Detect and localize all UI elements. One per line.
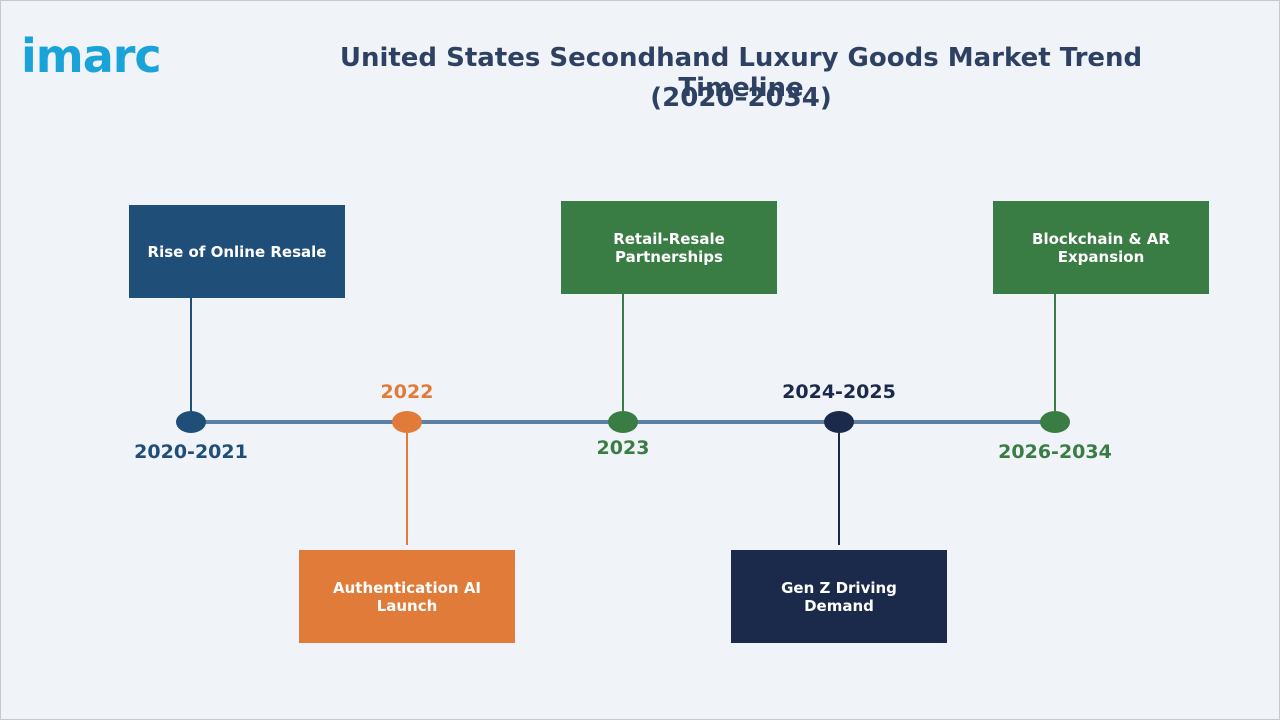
period-label: 2022 xyxy=(380,381,434,403)
milestone-box: Retail-Resale Partnerships xyxy=(561,201,777,294)
milestone-dot xyxy=(608,411,638,433)
period-label: 2020-2021 xyxy=(134,441,248,463)
connector xyxy=(190,298,192,411)
milestone-dot xyxy=(176,411,206,433)
period-label: 2023 xyxy=(596,437,650,459)
connector xyxy=(406,433,408,545)
connector xyxy=(622,294,624,411)
connector xyxy=(1054,294,1056,411)
milestone-dot xyxy=(1040,411,1070,433)
milestone-dot xyxy=(824,411,854,433)
milestone-box: Authentication AI Launch xyxy=(299,550,515,643)
milestone-box: Rise of Online Resale xyxy=(129,205,345,298)
milestone-box: Blockchain & AR Expansion xyxy=(993,201,1209,294)
title: United States Secondhand Luxury Goods Ma… xyxy=(339,43,1143,103)
milestone-box: Gen Z Driving Demand xyxy=(731,550,947,643)
subtitle: (2020–2034) xyxy=(650,83,832,113)
period-label: 2024-2025 xyxy=(782,381,896,403)
milestone-dot xyxy=(392,411,422,433)
connector xyxy=(838,433,840,545)
logo: imarc xyxy=(21,29,162,83)
period-label: 2026-2034 xyxy=(998,441,1112,463)
